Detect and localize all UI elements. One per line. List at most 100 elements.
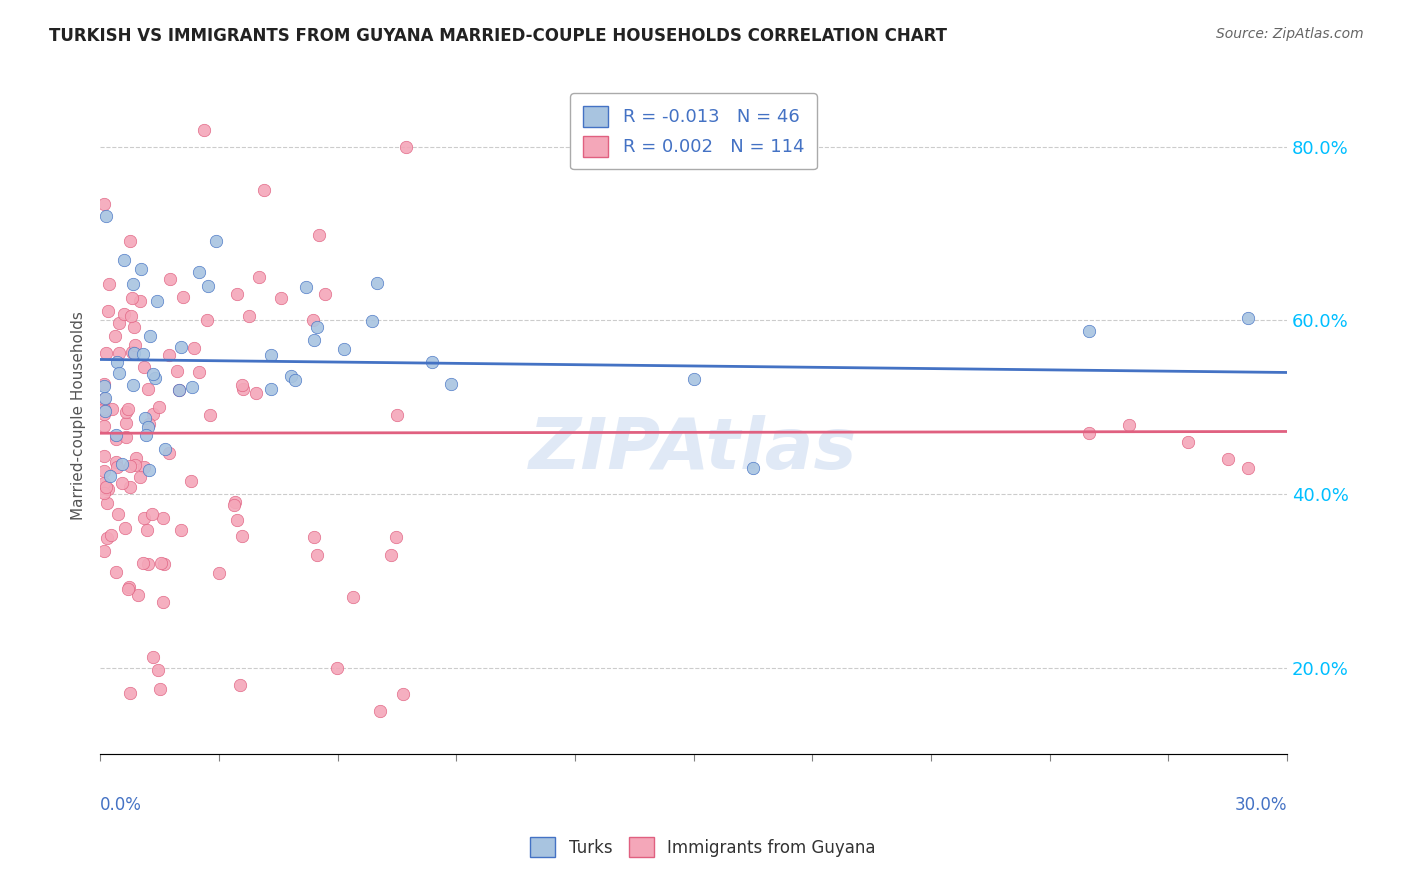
Point	[118, 459, 141, 474]
Point	[170, 339, 193, 353]
Point	[96, 496, 118, 510]
Point	[134, 359, 156, 374]
Point	[1236, 461, 1258, 475]
Point	[231, 529, 253, 543]
Point	[152, 510, 174, 524]
Point	[150, 557, 173, 571]
Point	[238, 309, 260, 323]
Point	[122, 378, 145, 392]
Point	[361, 314, 384, 328]
Point	[112, 253, 135, 268]
Point	[121, 345, 143, 359]
Point	[224, 494, 246, 508]
Point	[114, 520, 136, 534]
Point	[108, 316, 131, 330]
Point	[253, 183, 276, 197]
Text: TURKISH VS IMMIGRANTS FROM GUYANA MARRIED-COUPLE HOUSEHOLDS CORRELATION CHART: TURKISH VS IMMIGRANTS FROM GUYANA MARRIE…	[49, 27, 948, 45]
Point	[115, 417, 138, 431]
Point	[93, 376, 115, 391]
Point	[132, 556, 155, 570]
Point	[127, 588, 149, 602]
Point	[1177, 434, 1199, 449]
Point	[93, 402, 115, 417]
Point	[124, 458, 146, 472]
Point	[1078, 324, 1101, 338]
Point	[111, 476, 134, 491]
Point	[93, 392, 115, 407]
Point	[193, 122, 215, 136]
Point	[136, 420, 159, 434]
Point	[118, 234, 141, 248]
Point	[1078, 426, 1101, 441]
Point	[148, 400, 170, 414]
Point	[107, 367, 129, 381]
Point	[107, 507, 129, 521]
Point	[308, 228, 330, 243]
Point	[166, 364, 188, 378]
Point	[121, 277, 143, 291]
Point	[117, 401, 139, 416]
Legend: R = -0.013   N = 46, R = 0.002   N = 114: R = -0.013 N = 46, R = 0.002 N = 114	[571, 94, 817, 169]
Text: Source: ZipAtlas.com: Source: ZipAtlas.com	[1216, 27, 1364, 41]
Point	[97, 303, 120, 318]
Point	[93, 486, 115, 500]
Point	[440, 377, 463, 392]
Point	[94, 480, 117, 494]
Point	[129, 261, 152, 276]
Point	[122, 319, 145, 334]
Point	[94, 346, 117, 360]
Point	[93, 419, 115, 434]
Text: ZIPAtlas: ZIPAtlas	[529, 415, 858, 484]
Point	[125, 450, 148, 465]
Point	[96, 532, 118, 546]
Point	[368, 704, 391, 718]
Point	[1236, 310, 1258, 325]
Point	[152, 595, 174, 609]
Point	[100, 528, 122, 542]
Point	[108, 346, 131, 360]
Point	[141, 508, 163, 522]
Point	[1216, 452, 1239, 467]
Point	[260, 382, 283, 396]
Point	[124, 346, 146, 360]
Point	[104, 565, 127, 579]
Point	[98, 277, 121, 291]
Point	[117, 582, 139, 596]
Point	[260, 348, 283, 362]
Point	[294, 280, 316, 294]
Point	[93, 544, 115, 558]
Point	[105, 460, 128, 475]
Point	[385, 408, 408, 422]
Point	[142, 407, 165, 421]
Point	[325, 660, 347, 674]
Point	[742, 461, 765, 475]
Point	[117, 580, 139, 594]
Point	[284, 373, 307, 387]
Point	[134, 460, 156, 475]
Point	[342, 591, 364, 605]
Point	[270, 291, 292, 305]
Point	[1118, 417, 1140, 432]
Point	[205, 235, 228, 249]
Point	[142, 650, 165, 665]
Point	[98, 468, 121, 483]
Point	[197, 278, 219, 293]
Point	[157, 348, 180, 362]
Point	[305, 319, 328, 334]
Point	[302, 333, 325, 347]
Point	[172, 290, 194, 304]
Point	[159, 271, 181, 285]
Point	[142, 367, 165, 381]
Point	[97, 482, 120, 496]
Point	[305, 548, 328, 562]
Point	[129, 293, 152, 308]
Point	[229, 678, 252, 692]
Point	[114, 307, 136, 321]
Point	[93, 464, 115, 478]
Point	[366, 277, 388, 291]
Point	[138, 329, 160, 343]
Point	[188, 265, 211, 279]
Point	[245, 386, 267, 401]
Point	[135, 523, 157, 537]
Point	[314, 287, 336, 301]
